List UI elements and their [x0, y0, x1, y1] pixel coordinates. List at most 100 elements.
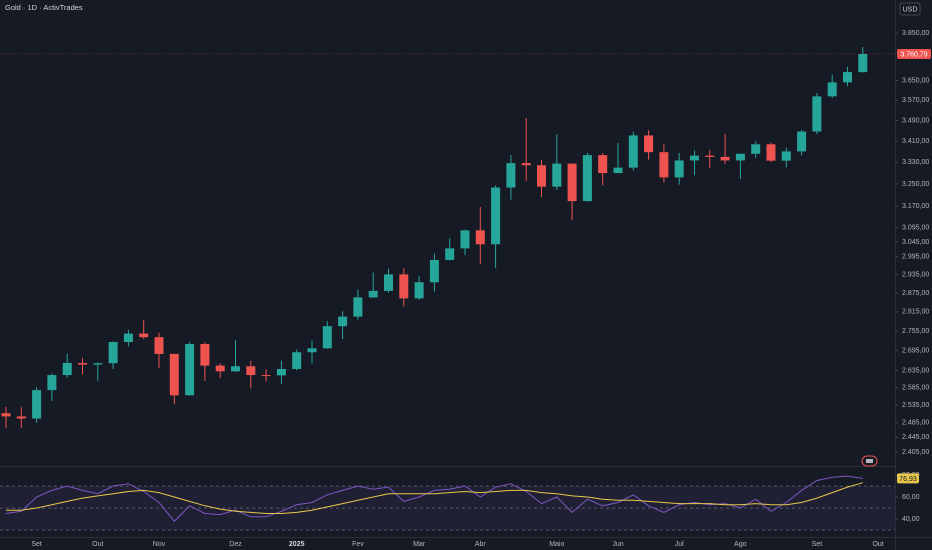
y-tick-label: 2.585,00 — [902, 385, 929, 392]
candle-body — [185, 344, 195, 396]
x-tick-label: Set — [31, 541, 42, 548]
candle-body — [735, 153, 745, 161]
candle-body — [797, 131, 807, 152]
y-tick-label: 3.170,00 — [902, 203, 929, 210]
currency-button[interactable] — [899, 2, 921, 16]
candle-body — [246, 366, 256, 376]
candle-body — [32, 390, 42, 419]
candle-body — [537, 165, 546, 187]
y-tick-label: 2.445,00 — [902, 434, 929, 441]
candle-body — [827, 82, 837, 97]
y-tick-label: 2.535,00 — [902, 402, 929, 409]
y-tick-label: 3.250,00 — [902, 181, 929, 188]
candle-body — [16, 416, 26, 419]
candle-body — [613, 167, 623, 174]
candle-body — [307, 348, 317, 353]
rsi-tick-label: 40,00 — [902, 516, 920, 523]
candle-body — [781, 151, 791, 161]
candle-body — [215, 365, 225, 372]
y-tick-label: 2.695,00 — [902, 347, 929, 354]
candle-body — [674, 160, 684, 178]
candle-body — [460, 230, 470, 249]
candle-body — [644, 135, 654, 153]
currency-label[interactable]: USD — [903, 6, 918, 13]
y-tick-label: 3.410,00 — [902, 138, 929, 145]
candle-body — [705, 155, 715, 157]
y-tick-label: 3.490,00 — [902, 117, 929, 124]
y-tick-label: 3.095,00 — [902, 224, 929, 231]
candle-body — [751, 144, 761, 154]
candle-body — [231, 366, 240, 372]
y-tick-label: 3.850,00 — [902, 30, 929, 37]
candle-body — [322, 326, 332, 349]
y-tick-label: 3.570,00 — [902, 97, 929, 104]
y-tick-label: 2.995,00 — [902, 254, 929, 261]
x-tick-label: Maio — [549, 541, 564, 548]
candle-body — [338, 316, 348, 327]
candle-body — [276, 368, 286, 376]
y-tick-label: 3.045,00 — [902, 239, 929, 246]
x-tick-label: Nov — [153, 541, 166, 548]
candle-body — [62, 362, 72, 376]
candle-body — [261, 375, 271, 377]
candle-body — [139, 333, 149, 338]
y-tick-label: 2.935,00 — [902, 272, 929, 279]
candle-body — [93, 363, 103, 365]
x-tick-label: 2025 — [289, 541, 305, 548]
candle-body — [368, 290, 378, 298]
x-tick-label: Fev — [352, 541, 364, 548]
candle-body — [521, 163, 531, 166]
rsi-last-badge — [897, 473, 919, 484]
candle-body — [506, 163, 516, 188]
y-tick-label: 2.635,00 — [902, 367, 929, 374]
y-tick-label: 2.815,00 — [902, 309, 929, 316]
candle-body — [567, 163, 577, 202]
candle-body — [169, 353, 179, 396]
y-tick-label: 2.755,00 — [902, 328, 929, 335]
candle-body — [445, 248, 455, 260]
candle-body — [628, 135, 638, 168]
candle-body — [858, 53, 868, 73]
candle-body — [843, 72, 852, 83]
x-tick-label: Abr — [475, 541, 487, 548]
alert-icon[interactable] — [861, 455, 878, 467]
candle-body — [353, 297, 363, 317]
x-tick-label: Out — [872, 541, 883, 548]
y-tick-label: 3.330,00 — [902, 159, 929, 166]
rsi-tick-label: 60,00 — [902, 494, 920, 501]
chart-title: Gold · 1D · ActivTrades — [5, 3, 83, 12]
x-tick-label: Out — [92, 541, 103, 548]
candle-body — [582, 155, 592, 202]
x-tick-label: Mar — [413, 541, 426, 548]
last-price-label: 3.760,79 — [900, 51, 927, 58]
candle-body — [491, 187, 501, 245]
rsi-last-label: 76,93 — [899, 476, 917, 483]
candle-body — [123, 333, 133, 343]
y-tick-label: 2.875,00 — [902, 290, 929, 297]
x-tick-label: Ago — [734, 541, 747, 548]
y-tick-label: 3.650,00 — [902, 77, 929, 84]
candle-body — [414, 282, 424, 299]
candle-body — [598, 155, 608, 174]
candle-body — [552, 163, 562, 187]
rsi-ma-line — [6, 482, 863, 514]
candle-body — [429, 259, 439, 283]
candle-body — [720, 156, 730, 161]
y-tick-label: 2.405,00 — [902, 449, 929, 456]
candle-body — [47, 375, 57, 391]
candle-body — [108, 342, 118, 364]
candle-body — [154, 337, 164, 354]
x-tick-label: Jul — [675, 541, 684, 548]
candle-body — [659, 152, 669, 178]
candle-body — [384, 274, 393, 291]
candle-body — [1, 413, 11, 417]
candle-body — [78, 362, 87, 365]
y-tick-label: 2.485,00 — [902, 420, 929, 427]
last-price-badge — [897, 48, 931, 59]
candle-body — [766, 144, 776, 161]
candle-body — [399, 274, 409, 299]
x-tick-label: Jun — [612, 541, 623, 548]
